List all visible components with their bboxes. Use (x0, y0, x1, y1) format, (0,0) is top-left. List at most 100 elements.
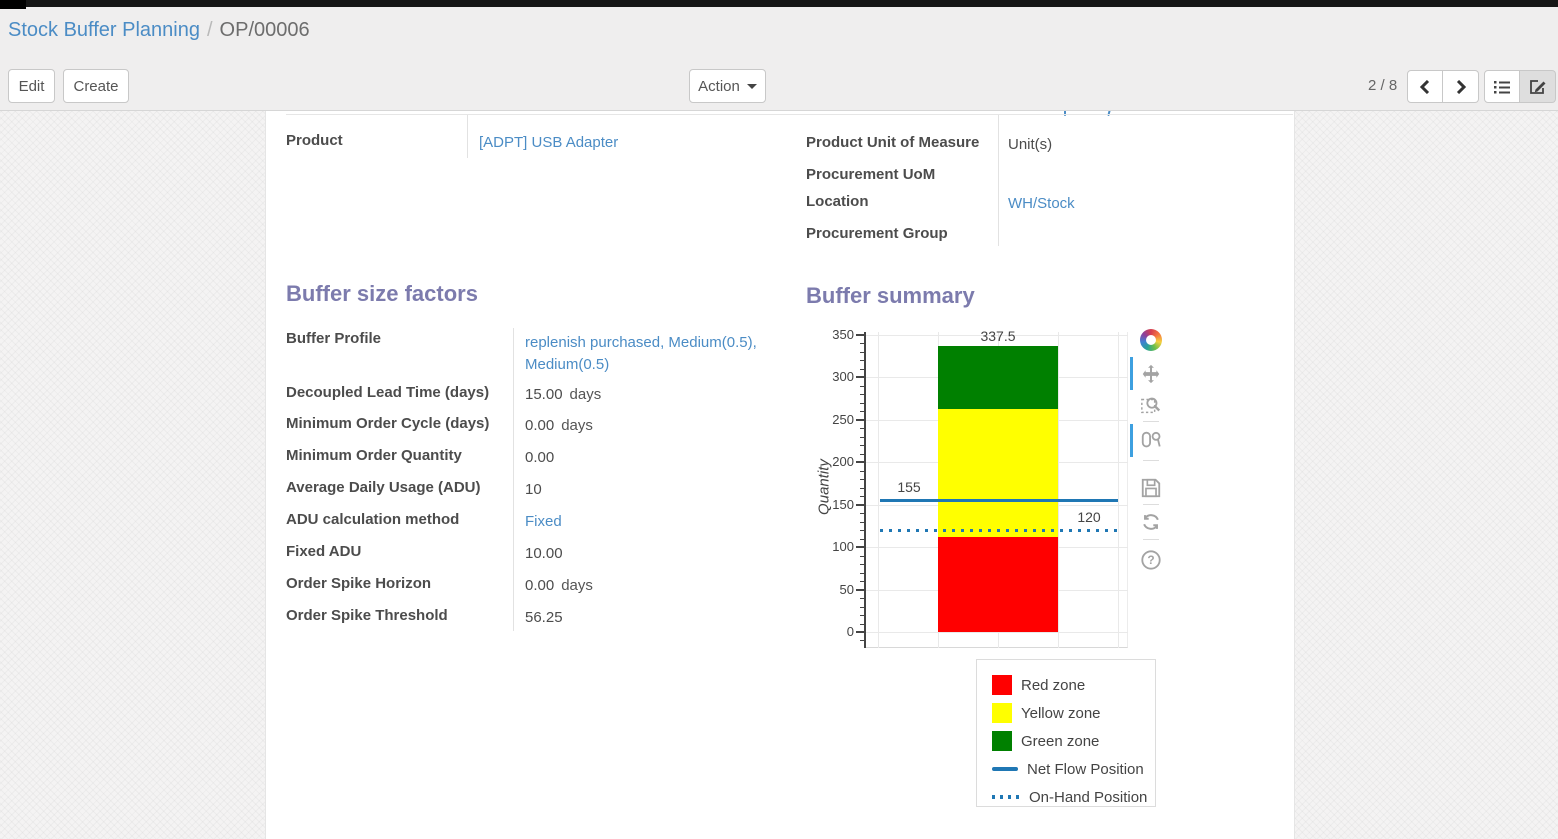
action-dropdown-label: Action (698, 77, 740, 95)
breadcrumb-parent-link[interactable]: Stock Buffer Planning (8, 19, 200, 41)
red-swatch-icon (992, 675, 1012, 695)
y-minor-tick (860, 343, 866, 345)
box-zoom-button[interactable] (1138, 392, 1164, 418)
reset-axes-button[interactable] (1138, 509, 1164, 535)
modebar-divider (1143, 460, 1159, 461)
y-major-tick (856, 631, 866, 633)
list-view-button[interactable] (1484, 70, 1520, 103)
pager-previous-button[interactable] (1407, 70, 1443, 103)
pager-count: 2 / 8 (1368, 77, 1398, 94)
product-label: Product (286, 132, 343, 149)
red-zone-bar (938, 536, 1058, 632)
product-value-link[interactable]: [ADPT] USB Adapter (479, 134, 619, 151)
pan-icon (1142, 364, 1160, 384)
x-gridline (878, 332, 879, 648)
y-major-tick (856, 546, 866, 549)
line-value-label: 120 (1077, 509, 1101, 526)
save-floppy-icon (1141, 478, 1161, 498)
y-major-tick (856, 461, 866, 464)
help-button[interactable]: ? (1138, 547, 1164, 573)
legend-item-red-zone[interactable]: Red zone (992, 671, 1155, 699)
y-minor-tick (860, 453, 866, 455)
legend-item-on-hand[interactable]: On-Hand Position (992, 783, 1155, 811)
y-axis-line (864, 332, 866, 648)
dlt-number: 15.00 (525, 386, 563, 403)
list-view-icon (1494, 80, 1510, 93)
y-minor-tick (860, 606, 866, 608)
y-minor-tick (860, 428, 866, 430)
pager-nav (1407, 70, 1479, 103)
plotly-logo-button[interactable] (1138, 327, 1164, 353)
y-major-tick (856, 418, 866, 421)
y-tick-label: 300 (832, 369, 854, 385)
action-dropdown-button[interactable]: Action (689, 69, 766, 103)
form-sheet: Product [ADPT] USB Adapter Product Unit … (265, 111, 1295, 839)
legend-item-net-flow[interactable]: Net Flow Position (992, 755, 1155, 783)
group-separator (998, 115, 999, 246)
form-edit-icon (1529, 79, 1545, 94)
location-value-link[interactable]: WH/Stock (1008, 195, 1075, 212)
y-major-tick (856, 334, 866, 336)
modebar-active-indicator (1130, 357, 1133, 390)
y-minor-tick (860, 470, 866, 472)
modebar-divider (1143, 421, 1159, 422)
y-major-tick (856, 588, 866, 591)
edit-button[interactable]: Edit (8, 69, 55, 103)
y-minor-tick (860, 385, 866, 387)
legend-item-green-zone[interactable]: Green zone (992, 727, 1155, 755)
legend-label: Yellow zone (1021, 704, 1101, 722)
y-minor-tick (860, 555, 866, 557)
x-gridline (1118, 332, 1119, 648)
reset-axes-icon (1143, 514, 1159, 530)
fixed-adu-value: 10.00 (525, 545, 563, 562)
y-minor-tick (860, 623, 866, 625)
y-tick-label: 50 (839, 581, 854, 597)
y-major-tick (856, 503, 866, 506)
y-tick-label: 350 (832, 327, 854, 342)
y-minor-tick (860, 394, 866, 396)
y-minor-tick (860, 351, 866, 353)
legend-item-yellow-zone[interactable]: Yellow zone (992, 699, 1155, 727)
y-minor-tick (860, 521, 866, 523)
y-tick-label: 250 (832, 411, 854, 427)
procurement-group-label: Procurement Group (806, 225, 948, 242)
dotted-line-swatch-icon (992, 795, 1020, 799)
adu-method-value-link[interactable]: Fixed (525, 513, 562, 530)
y-minor-tick (860, 640, 866, 642)
y-minor-tick (860, 598, 866, 600)
y-minor-tick (860, 411, 866, 413)
modebar-active-indicator (1130, 424, 1133, 457)
moq-label: Minimum Order Quantity (286, 447, 462, 464)
modebar-divider (1143, 539, 1159, 540)
spike-horizon-label: Order Spike Horizon (286, 575, 432, 592)
buffer-size-factors-heading: Buffer size factors (286, 281, 478, 306)
pager-next-button[interactable] (1443, 70, 1479, 103)
on-hand-position-line (880, 529, 1118, 533)
line-value-label: 155 (897, 479, 921, 496)
adu-label: Average Daily Usage (ADU) (286, 479, 481, 496)
moc-suffix: days (561, 417, 593, 434)
pan-button[interactable] (1138, 361, 1164, 387)
chevron-right-icon (1456, 79, 1466, 94)
spike-threshold-value: 56.25 (525, 609, 563, 626)
plot-area[interactable]: 050100150200250300350112.5262.5337.51551… (832, 327, 1128, 648)
chevron-left-icon (1419, 79, 1430, 94)
group-top-border (286, 114, 1293, 115)
create-button[interactable]: Create (63, 69, 129, 103)
y-minor-tick (860, 530, 866, 532)
svg-text:?: ? (1147, 553, 1154, 567)
form-view-button[interactable] (1520, 70, 1556, 103)
location-label: Location (806, 193, 869, 210)
y-tick-label: 150 (832, 496, 854, 512)
control-panel: Edit Create Action 2 / 8 (0, 63, 1558, 111)
compare-hover-button[interactable] (1138, 427, 1164, 453)
save-image-button[interactable] (1138, 475, 1164, 501)
buffer-profile-value-link[interactable]: replenish purchased, Medium(0.5), Medium… (525, 334, 757, 373)
legend-label: Green zone (1021, 732, 1100, 750)
y-minor-tick (860, 564, 866, 566)
modebar-divider (1143, 504, 1159, 505)
y-minor-tick (860, 572, 866, 574)
compare-hover-icon (1141, 431, 1161, 448)
y-minor-tick (860, 402, 866, 404)
y-minor-tick (860, 360, 866, 362)
